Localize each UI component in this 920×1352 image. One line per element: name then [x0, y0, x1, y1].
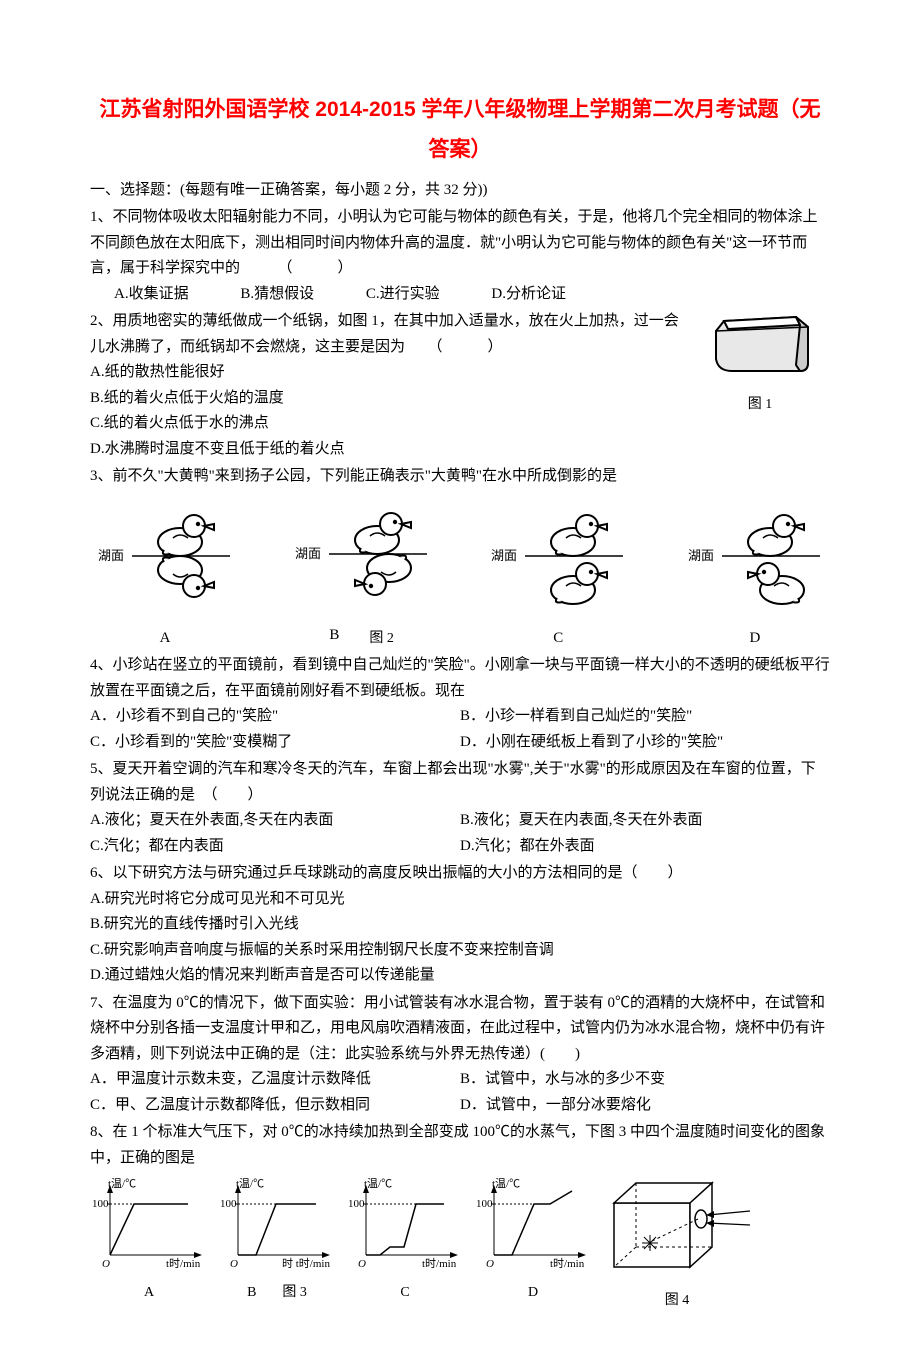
q8-label-c: C — [346, 1281, 464, 1305]
question-4: 4、小珍站在竖立的平面镜前，看到镜中自己灿烂的"笑脸"。小刚拿一块与平面镜一样大… — [90, 653, 830, 755]
q6-opt-a: A.研究光时将它分成可见光和不可见光 — [90, 887, 830, 913]
q8-label-a: A — [90, 1281, 208, 1305]
svg-text:湖面: 湖面 — [295, 546, 321, 561]
question-6: 6、以下研究方法与研究通过乒乓球跳动的高度反映出振幅的大小的方法相同的是（ ） … — [90, 861, 830, 989]
figure-4: 图 4 — [602, 1177, 752, 1312]
q7-opt-a: A．甲温度计示数未变，乙温度计示数降低 — [90, 1067, 460, 1093]
q1-opt-a: A.收集证据 — [114, 286, 189, 302]
svg-text:湖面: 湖面 — [491, 548, 517, 563]
q5-text: 5、夏天开着空调的汽车和寒冷冬天的汽车，车窗上都会出现"水雾",关于"水雾"的形… — [90, 757, 830, 808]
q7-opt-b: B．试管中，水与冰的多少不变 — [460, 1067, 830, 1093]
q7-opt-d: D．试管中，一部分冰要熔化 — [460, 1093, 830, 1119]
svg-text:O: O — [230, 1258, 238, 1269]
q4-options: A．小珍看不到自己的"笑脸" B．小珍一样看到自己灿烂的"笑脸" — [90, 704, 830, 730]
q6-opt-c: C.研究影响声音响度与振幅的关系时采用控制钢尺长度不变来控制音调 — [90, 938, 830, 964]
q8-graph-a: t温/℃ 100 O t时/min A — [90, 1177, 208, 1304]
svg-text:O: O — [358, 1258, 366, 1269]
svg-text:100: 100 — [220, 1198, 237, 1210]
svg-text:t时/min: t时/min — [422, 1257, 457, 1269]
section-header: 一、选择题：(每题有唯一正确答案，每小题 2 分，共 32 分)) — [90, 178, 830, 204]
question-5: 5、夏天开着空调的汽车和寒冷冬天的汽车，车窗上都会出现"水雾",关于"水雾"的形… — [90, 757, 830, 859]
svg-text:湖面: 湖面 — [688, 548, 714, 563]
q7-text: 7、在温度为 0℃的情况下，做下面实验：用小试管装有冰水混合物，置于装有 0℃的… — [90, 991, 830, 1068]
q8-label-d: D — [474, 1281, 592, 1305]
q5-opt-c: C.汽化；都在内表面 — [90, 834, 460, 860]
q7-opt-c: C．甲、乙温度计示数都降低，但示数相同 — [90, 1093, 460, 1119]
q6-opt-d: D.通过蜡烛火焰的情况来判断声音是否可以传递能量 — [90, 963, 830, 989]
q5-opt-b: B.液化；夏天在内表面,冬天在外表面 — [460, 808, 830, 834]
svg-text:100: 100 — [92, 1198, 109, 1210]
svg-text:100: 100 — [476, 1198, 493, 1210]
paper-pot-icon — [700, 303, 820, 381]
q6-text: 6、以下研究方法与研究通过乒乓球跳动的高度反映出振幅的大小的方法相同的是（ ） — [90, 861, 830, 887]
q3-fig-d: 湖面 D — [680, 498, 830, 651]
svg-text:100: 100 — [348, 1198, 365, 1210]
svg-text:O: O — [486, 1258, 494, 1269]
q3-figures: 湖面 — [90, 496, 830, 651]
q4-opt-b: B．小珍一样看到自己灿烂的"笑脸" — [460, 704, 830, 730]
ylabel: t温/℃ — [108, 1177, 136, 1190]
q3-fig-b: 湖面 — [287, 496, 437, 651]
svg-text:t时/min: t时/min — [166, 1257, 201, 1269]
q2-opt-d: D.水沸腾时温度不变且低于纸的着火点 — [90, 437, 830, 463]
svg-text:湖面: 湖面 — [98, 548, 124, 563]
q5-opt-a: A.液化；夏天在外表面,冬天在内表面 — [90, 808, 460, 834]
q8-graph-b: t温/℃ 100 O 时 t时/min B 图 3 — [218, 1177, 336, 1304]
figure-2-caption: 图 2 — [369, 627, 394, 651]
q4-opt-c: C．小珍看到的"笑脸"变模糊了 — [90, 730, 460, 756]
q8-graph-c: t温/℃ 100 O t时/min C — [346, 1177, 464, 1304]
q3-fig-a: 湖面 — [90, 498, 240, 651]
question-1: 1、不同物体吸收太阳辐射能力不同，小明认为它可能与物体的颜色有关，于是，他将几个… — [90, 205, 830, 307]
q1-text: 1、不同物体吸收太阳辐射能力不同，小明认为它可能与物体的颜色有关，于是，他将几个… — [90, 205, 830, 282]
q8-label-b: B — [247, 1281, 256, 1305]
svg-text:t温/℃: t温/℃ — [364, 1177, 392, 1190]
q1-opt-b: B.猜想假设 — [240, 286, 314, 302]
question-2: 图 1 2、用质地密实的薄纸做成一个纸锅，如图 1，在其中加入适量水，放在火上加… — [90, 309, 830, 462]
figure-1-caption: 图 1 — [690, 393, 830, 417]
figure-1: 图 1 — [690, 303, 830, 416]
question-3: 3、前不久"大黄鸭"来到扬子公园，下列能正确表示"大黄鸭"在水中所成倒影的是 湖… — [90, 464, 830, 651]
figure-3-caption: 图 3 — [282, 1281, 307, 1305]
svg-text:时 t时/min: 时 t时/min — [282, 1257, 330, 1269]
q3-fig-c: 湖面 C — [483, 498, 633, 651]
svg-text:O: O — [102, 1258, 110, 1269]
q4-opt-d: D．小刚在硬纸板上看到了小珍的"笑脸" — [460, 730, 830, 756]
q4-opt-a: A．小珍看不到自己的"笑脸" — [90, 704, 460, 730]
q6-opt-b: B.研究光的直线传播时引入光线 — [90, 912, 830, 938]
q3-label-b: B — [329, 623, 339, 651]
q8-figures: t温/℃ 100 O t时/min A t温/℃ 1 — [90, 1177, 830, 1312]
q4-text: 4、小珍站在竖立的平面镜前，看到镜中自己灿烂的"笑脸"。小刚拿一块与平面镜一样大… — [90, 653, 830, 704]
svg-text:t温/℃: t温/℃ — [236, 1177, 264, 1190]
q3-label-d: D — [680, 626, 830, 652]
q1-opt-c: C.进行实验 — [366, 286, 440, 302]
q3-label-a: A — [90, 626, 240, 652]
q3-text: 3、前不久"大黄鸭"来到扬子公园，下列能正确表示"大黄鸭"在水中所成倒影的是 — [90, 464, 830, 490]
q8-text: 8、在 1 个标准大气压下，对 0℃的冰持续加热到全部变成 100℃的水蒸气，下… — [90, 1120, 830, 1171]
q1-opt-d: D.分析论证 — [491, 286, 566, 302]
question-8: 8、在 1 个标准大气压下，对 0℃的冰持续加热到全部变成 100℃的水蒸气，下… — [90, 1120, 830, 1312]
svg-text:t温/℃: t温/℃ — [492, 1177, 520, 1190]
q3-label-c: C — [483, 626, 633, 652]
svg-text:t时/min: t时/min — [550, 1257, 585, 1269]
figure-4-caption: 图 4 — [602, 1289, 752, 1313]
page-title: 江苏省射阳外国语学校 2014-2015 学年八年级物理上学期第二次月考试题（无… — [90, 90, 830, 170]
question-7: 7、在温度为 0℃的情况下，做下面实验：用小试管装有冰水混合物，置于装有 0℃的… — [90, 991, 830, 1119]
q5-opt-d: D.汽化；都在外表面 — [460, 834, 830, 860]
q8-graph-d: t温/℃ 100 O t时/min D — [474, 1177, 592, 1304]
